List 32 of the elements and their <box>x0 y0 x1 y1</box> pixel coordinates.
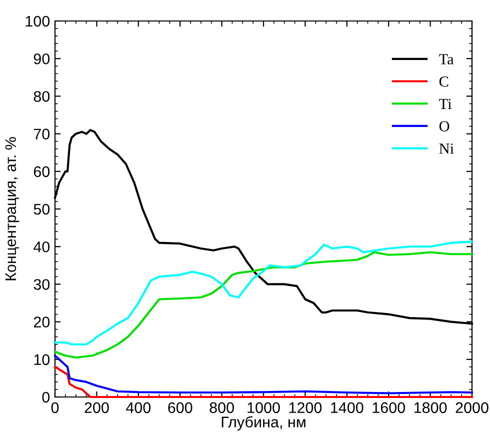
y-tick-label: 90 <box>34 53 50 64</box>
x-tick-label: 1800 <box>414 402 447 414</box>
x-tick-label: 1600 <box>372 402 405 414</box>
x-tick-label: 2000 <box>456 402 488 414</box>
legend-label: Ni <box>439 144 454 154</box>
legend-label: O <box>439 121 450 132</box>
y-tick-label: 80 <box>34 91 50 102</box>
line-series <box>54 240 474 346</box>
line-series <box>54 354 474 394</box>
line-series <box>54 251 474 359</box>
x-axis-title: Глубина, нм <box>222 416 306 430</box>
y-tick-label: 20 <box>34 316 50 328</box>
y-tick-label: 100 <box>26 16 50 27</box>
y-tick-label: 0 <box>42 392 50 403</box>
legend-label: Ta <box>439 54 454 64</box>
y-tick-label: 60 <box>34 166 50 178</box>
y-tick-label: 50 <box>34 204 50 215</box>
x-tick-label: 1000 <box>248 402 280 414</box>
x-tick-label: 400 <box>126 402 151 414</box>
x-tick-label: 0 <box>51 402 59 414</box>
legend-label: C <box>439 76 448 87</box>
y-tick-label: 70 <box>34 128 50 140</box>
legend-label: Ti <box>439 98 452 109</box>
x-tick-label: 600 <box>168 402 192 414</box>
y-tick-label: 40 <box>34 241 50 252</box>
y-tick-label: 10 <box>34 354 50 366</box>
y-tick-label: 30 <box>34 279 50 290</box>
x-tick-label: 200 <box>84 402 109 414</box>
x-tick-label: 1200 <box>289 402 322 414</box>
x-tick-label: 1400 <box>331 402 364 414</box>
y-axis-title: Концентрация, ат. % <box>5 137 20 280</box>
x-tick-label: 800 <box>210 402 234 414</box>
